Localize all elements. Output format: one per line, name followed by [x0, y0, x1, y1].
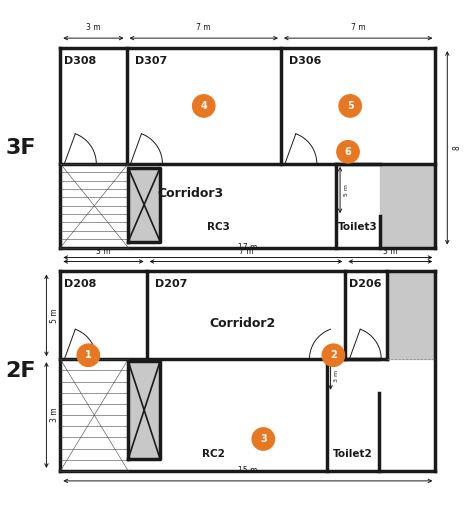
Text: 3 m: 3 m — [96, 246, 111, 256]
Text: 6: 6 — [345, 147, 351, 157]
Text: Toilet2: Toilet2 — [333, 449, 373, 459]
Text: 7 m: 7 m — [196, 23, 211, 32]
Text: 3 m: 3 m — [383, 246, 398, 256]
Circle shape — [339, 95, 361, 117]
Circle shape — [77, 344, 100, 367]
Text: 1: 1 — [85, 350, 91, 360]
Circle shape — [337, 141, 359, 163]
Polygon shape — [380, 164, 435, 247]
Polygon shape — [128, 168, 160, 242]
Text: 5 m: 5 m — [344, 184, 349, 196]
Text: 7 m: 7 m — [351, 23, 365, 32]
Text: D206: D206 — [349, 279, 382, 289]
Text: Toilet3: Toilet3 — [338, 222, 378, 232]
Text: 2: 2 — [330, 350, 337, 360]
Text: 15 m: 15 m — [238, 466, 257, 475]
Polygon shape — [387, 271, 435, 359]
Text: D207: D207 — [155, 279, 187, 289]
Text: 3F: 3F — [5, 138, 36, 158]
Circle shape — [192, 95, 215, 117]
Text: Corridor3: Corridor3 — [157, 187, 223, 200]
Text: 4: 4 — [201, 101, 207, 111]
Circle shape — [252, 428, 274, 450]
Text: RC3: RC3 — [207, 222, 229, 232]
Text: 5: 5 — [347, 101, 354, 111]
Text: 3 m: 3 m — [50, 408, 59, 423]
Text: Corridor2: Corridor2 — [210, 317, 276, 330]
Text: 3 m: 3 m — [86, 23, 101, 32]
Text: 17 m: 17 m — [238, 243, 257, 252]
Circle shape — [322, 344, 345, 367]
Text: 2F: 2F — [5, 361, 36, 381]
Text: D208: D208 — [64, 279, 97, 289]
Text: RC2: RC2 — [202, 449, 225, 459]
Text: 7 m: 7 m — [239, 246, 253, 256]
Text: D306: D306 — [289, 56, 321, 66]
Text: D307: D307 — [135, 56, 167, 66]
Text: D308: D308 — [64, 56, 97, 66]
Text: 5 m: 5 m — [50, 308, 59, 323]
Text: 3 m: 3 m — [334, 370, 339, 382]
Polygon shape — [128, 361, 160, 459]
Text: 3: 3 — [260, 434, 267, 444]
Text: 8: 8 — [452, 145, 461, 150]
